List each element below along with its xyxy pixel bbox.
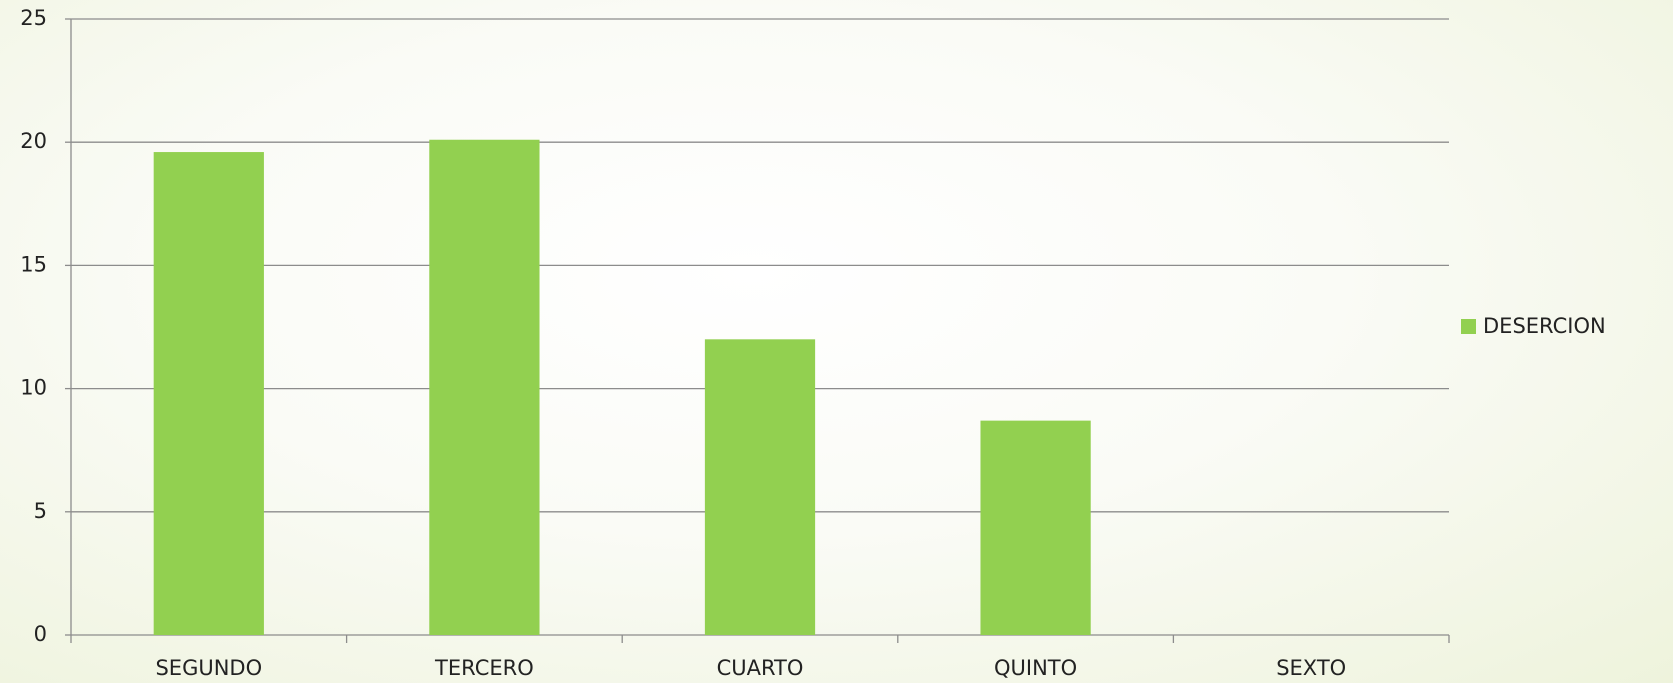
x-tick-label: SEGUNDO <box>155 656 262 680</box>
y-tick-label: 0 <box>34 622 47 646</box>
x-tick-label: TERCERO <box>434 656 534 680</box>
x-tick-label: QUINTO <box>994 656 1077 680</box>
bar <box>429 139 540 635</box>
x-tick-label: SEXTO <box>1276 656 1346 680</box>
x-tick-label: CUARTO <box>717 656 804 680</box>
bar <box>153 152 264 635</box>
bar <box>980 420 1091 635</box>
y-tick-label: 15 <box>20 252 47 276</box>
bar <box>704 339 816 635</box>
y-tick-label: 20 <box>20 129 47 153</box>
legend-label: DESERCION <box>1483 314 1606 338</box>
y-tick-label: 25 <box>20 6 47 30</box>
legend-swatch <box>1461 319 1476 334</box>
y-tick-label: 5 <box>34 499 47 523</box>
y-tick-label: 10 <box>20 376 47 400</box>
